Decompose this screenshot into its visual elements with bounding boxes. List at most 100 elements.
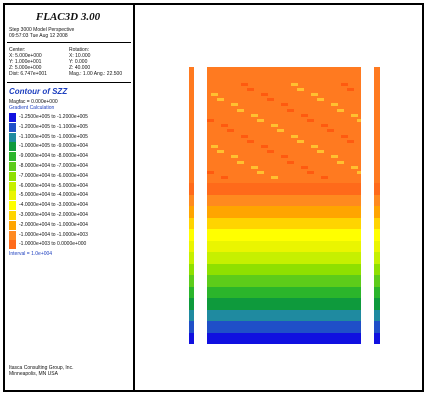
legend-label: -7.0000e+004 to -6.0000e+004 [19,172,88,179]
stress-band [207,206,361,218]
mesh-cell [277,129,284,133]
divider [7,42,131,43]
stress-band [374,194,380,206]
stress-band [207,286,361,298]
legend-label: -8.0000e+004 to -7.0000e+004 [19,163,88,169]
contour-title: Contour of SZZ [9,87,68,96]
mesh-cell [247,139,254,143]
legend-label: -6.0000e+004 to -5.0000e+004 [19,182,88,189]
model-block [207,67,361,344]
stress-band [189,217,194,229]
stress-band [189,206,194,218]
center-y: Y: 1.000e+001 [9,59,42,65]
stress-band [189,229,194,241]
mesh-cell [307,119,314,122]
mesh-cell [281,103,288,107]
stress-band [374,309,380,321]
mesh-cell [297,139,304,143]
mesh-cell [301,113,308,117]
mesh-cell [357,119,361,122]
model-view [135,5,422,390]
mesh-cell [247,87,254,91]
stress-band [207,321,361,333]
center-z: Z: 5.000e+000 [9,65,42,71]
stress-band [374,206,380,218]
mesh-cell [291,82,298,86]
legend-label: -1.2500e+005 to -1.2000e+005 [19,114,88,120]
rotation-y: Y: 0.000 [69,59,88,65]
legend-swatch [9,142,16,152]
legend-label: -4.0000e+004 to -3.0000e+004 [19,202,88,209]
mesh-cell [267,98,274,102]
stress-band [207,252,361,264]
stress-band [374,183,380,195]
mesh-cell [341,134,348,138]
upper-layer [189,67,194,183]
stress-band [374,275,380,287]
mesh-cell [221,124,228,128]
stress-band [374,321,380,333]
mesh-cell [207,119,214,122]
company-label: Itasca Consulting Group, Inc. [9,365,74,371]
mesh-cell [231,103,238,107]
rotation-x: X: 10.000 [69,53,91,59]
city-label: Minneapolis, MN USA [9,371,58,377]
mesh-cell [341,82,348,86]
mesh-cell [351,113,358,117]
stress-band [189,321,194,333]
date-line: 09:57:03 Tue Aug 12 2008 [9,33,68,39]
mesh-cell [317,98,324,102]
stress-band [189,332,194,344]
legend-swatch [9,230,16,240]
stress-band [189,263,194,275]
mesh-cell [331,103,338,107]
mesh-cell [237,160,244,164]
mag-label: Mag.: 1.00 Ang.: 22.500 [69,71,123,77]
mesh-cell [267,150,274,154]
mesh-cell [281,155,288,159]
gradient-label: Gradient Calculation [9,105,55,111]
left-strip [189,67,194,344]
mesh-cell [337,160,344,164]
upper-layer [374,67,380,183]
mesh-cell [221,176,228,180]
upper-layer [207,67,361,183]
mesh-cell [327,129,334,133]
mesh-cell [251,113,258,117]
mesh-cell [311,93,318,96]
mesh-cell [351,165,358,169]
interval-label: Interval = 1.0e+004 [9,251,53,257]
legend-swatch [9,201,16,211]
mesh-cell [227,129,234,133]
mesh-cell [287,160,294,164]
legend-swatch [9,211,16,220]
mesh-cell [241,134,248,138]
mesh-cell [237,108,244,112]
dist-label: Dist: 6.747e+001 [9,71,47,77]
step-line: Step 3000 Model Perspective [9,27,75,33]
legend-label: -1.1000e+005 to -1.0000e+005 [19,133,88,140]
mesh-cell [297,87,304,91]
mesh-cell [261,93,268,96]
center-label: Center: [9,47,26,53]
rotation-z: Z: 40.000 [69,65,91,71]
stress-band [189,240,194,252]
window-frame: FLAC3D 3.00 Step 3000 Model Perspective … [3,3,424,392]
legend-label: -1.0000e+003 to 0.0000e+000 [19,241,87,248]
stress-band [374,332,380,344]
mesh-cell [261,145,268,148]
legend-panel: FLAC3D 3.00 Step 3000 Model Perspective … [5,5,135,390]
mesh-cell [321,124,328,128]
mesh-cell [357,171,361,174]
mesh-cell [307,171,314,174]
right-strip [374,67,380,344]
stress-band [374,217,380,229]
rotation-label: Rotation: [69,47,90,53]
legend-swatch [9,181,16,191]
mesh-cell [317,150,324,154]
mesh-cell [337,108,344,112]
mesh-cell [217,150,224,154]
mesh-cell [287,108,294,112]
legend-swatch [9,191,16,201]
stress-band [207,263,361,275]
